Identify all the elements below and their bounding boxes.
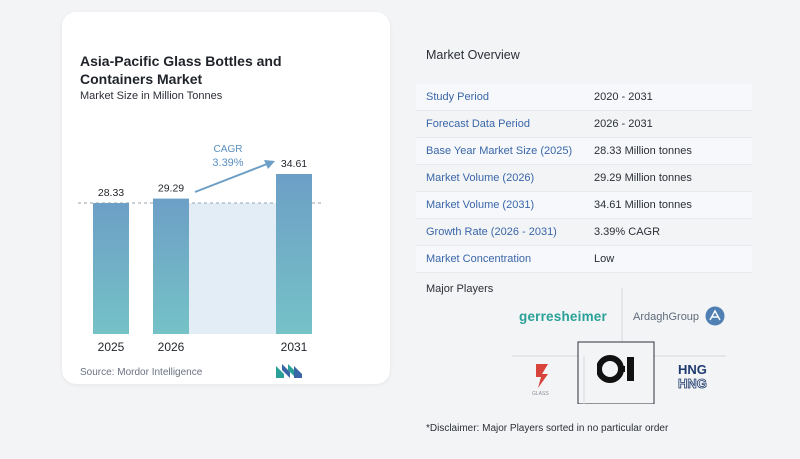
background-band (189, 203, 276, 334)
row-value: 2026 - 2031 (594, 118, 653, 130)
hng-logo-icon: HNG HNG (678, 362, 708, 391)
players-grid-lines (512, 288, 726, 404)
mordor-logo-icon (276, 364, 302, 378)
category-label: 2025 (98, 340, 125, 354)
category-label: 2026 (158, 340, 185, 354)
row-value: 2020 - 2031 (594, 91, 653, 103)
players-title: Major Players (426, 283, 494, 295)
svg-text:HNG: HNG (678, 376, 707, 391)
cagr-value: 3.39% (212, 157, 243, 169)
gerresheimer-logo: gerresheimer (519, 309, 607, 324)
row-label: Market Volume (2026) (426, 172, 535, 184)
row-label: Market Volume (2031) (426, 199, 535, 211)
row-value: 29.29 Million tonnes (594, 172, 692, 184)
svg-text:GLASS: GLASS (532, 391, 549, 396)
row-value: Low (594, 253, 615, 265)
chart-title: Asia-Pacific Glass Bottles and Container… (80, 53, 282, 87)
overview-row: Market Volume (2026) 29.29 Million tonnes (416, 165, 752, 192)
bar-chart: 28.33 2025 29.29 2026 34.61 2031 CAGR 3.39% (78, 144, 324, 354)
pgp-glass-logo-icon: GLASS (532, 364, 549, 396)
row-label: Study Period (426, 91, 489, 103)
cagr-arrowhead (264, 160, 275, 169)
overview-row: Growth Rate (2026 - 2031) 3.39% CAGR (416, 219, 752, 246)
overview-table: Study Period 2020 - 2031 Forecast Data Pe… (416, 84, 752, 273)
ardagh-emblem-icon (705, 306, 725, 326)
overview-row: Base Year Market Size (2025) 28.33 Millio… (416, 138, 752, 165)
row-label: Base Year Market Size (2025) (426, 145, 573, 157)
row-label: Market Concentration (426, 253, 532, 265)
overview-row: Study Period 2020 - 2031 (416, 84, 752, 111)
overview-row: Market Concentration Low (416, 246, 752, 273)
cagr-arrow (194, 163, 268, 193)
row-label: Growth Rate (2026 - 2031) (426, 226, 557, 238)
svg-text:HNG: HNG (678, 362, 707, 377)
source-text: Source: Mordor Intelligence (80, 367, 203, 378)
bar-2031 (276, 174, 312, 334)
ardagh-logo: ArdaghGroup (633, 311, 700, 323)
chart-subtitle: Market Size in Million Tonnes (80, 90, 223, 102)
cagr-label: CAGR (214, 144, 243, 155)
overview-row: Market Volume (2031) 34.61 Million tonnes (416, 192, 752, 219)
value-label: 29.29 (158, 183, 184, 195)
disclaimer-text: *Disclaimer: Major Players sorted in no … (426, 423, 669, 434)
row-value: 28.33 Million tonnes (594, 145, 692, 157)
overview-title: Market Overview (426, 48, 520, 62)
row-value: 34.61 Million tonnes (594, 199, 692, 211)
bar-2026 (153, 198, 189, 334)
row-value: 3.39% CAGR (594, 226, 661, 238)
oi-logo-icon (597, 355, 634, 383)
overview-row: Forecast Data Period 2026 - 2031 (416, 111, 752, 138)
category-label: 2031 (281, 340, 308, 354)
value-label: 28.33 (98, 187, 124, 199)
value-label: 34.61 (281, 158, 307, 170)
bar-2025 (93, 203, 129, 334)
row-label: Forecast Data Period (426, 118, 530, 130)
